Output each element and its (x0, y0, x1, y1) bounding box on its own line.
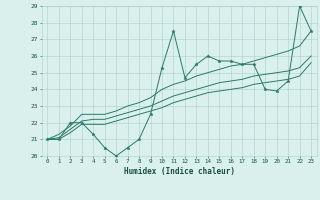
X-axis label: Humidex (Indice chaleur): Humidex (Indice chaleur) (124, 167, 235, 176)
